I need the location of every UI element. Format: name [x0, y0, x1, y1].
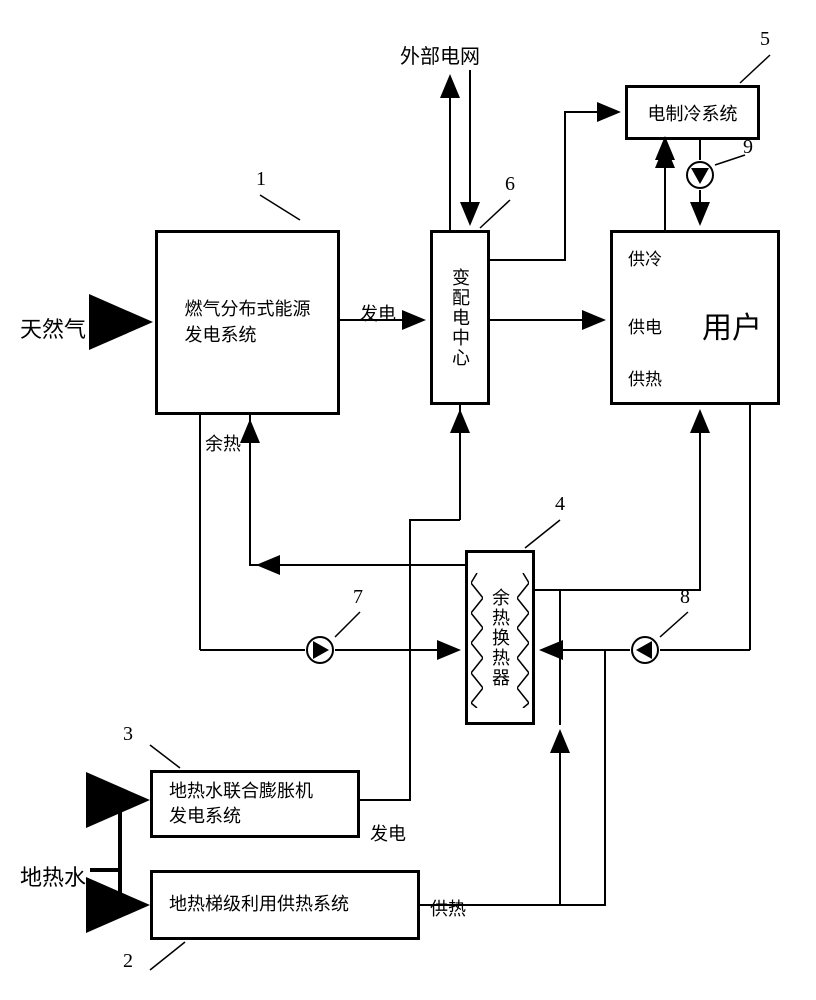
callout-5: 5 [760, 28, 770, 51]
node-geo-exp-label: 地热水联合膨胀机 发电系统 [163, 773, 319, 835]
callout-1: 1 [256, 168, 266, 191]
pump-9 [685, 160, 715, 190]
edge-gen-out: 发电 [360, 300, 396, 326]
user-supply-elec: 供电 [628, 313, 662, 338]
edge-waste-heat: 余热 [205, 430, 241, 456]
node-waste-hx-label: 余热换热器 [487, 588, 513, 688]
callout-3: 3 [123, 723, 133, 746]
label-geothermal: 地热水 [20, 860, 86, 892]
node-gas-gen-label: 燃气分布式能源 发电系统 [179, 291, 317, 353]
user-supply-heat: 供热 [628, 365, 662, 390]
callout-4: 4 [555, 493, 565, 516]
label-external-grid: 外部电网 [400, 40, 480, 69]
callout-6: 6 [505, 173, 515, 196]
diagram-lines [0, 0, 816, 1000]
node-dist-ctr: 变配电中心 [430, 230, 490, 405]
edge-geo-heat-out: 供热 [430, 895, 466, 921]
node-geo-exp: 地热水联合膨胀机 发电系统 [150, 770, 360, 838]
node-elec-cool-label: 电制冷系统 [648, 100, 738, 126]
callout-8: 8 [680, 586, 690, 609]
hx-zigzag-right [517, 573, 529, 708]
node-user-label: 用户 [702, 303, 762, 347]
callout-7: 7 [353, 586, 363, 609]
node-elec-cool: 电制冷系统 [625, 85, 760, 140]
node-geo-heat: 地热梯级利用供热系统 [150, 870, 420, 940]
pump-8 [630, 635, 660, 665]
hx-zigzag-left [471, 573, 483, 708]
callout-2: 2 [123, 950, 133, 973]
node-waste-hx: 余热换热器 [465, 550, 535, 725]
label-natural-gas: 天然气 [20, 312, 86, 344]
node-geo-heat-label: 地热梯级利用供热系统 [163, 886, 355, 923]
pump-7 [305, 635, 335, 665]
user-supply-cold: 供冷 [628, 245, 662, 270]
callout-9: 9 [743, 136, 753, 159]
node-user: 用户 供冷 供电 供热 [610, 230, 780, 405]
node-dist-ctr-label: 变配电中心 [447, 268, 473, 368]
node-gas-gen: 燃气分布式能源 发电系统 [155, 230, 340, 415]
edge-geo-gen-out: 发电 [370, 820, 406, 846]
